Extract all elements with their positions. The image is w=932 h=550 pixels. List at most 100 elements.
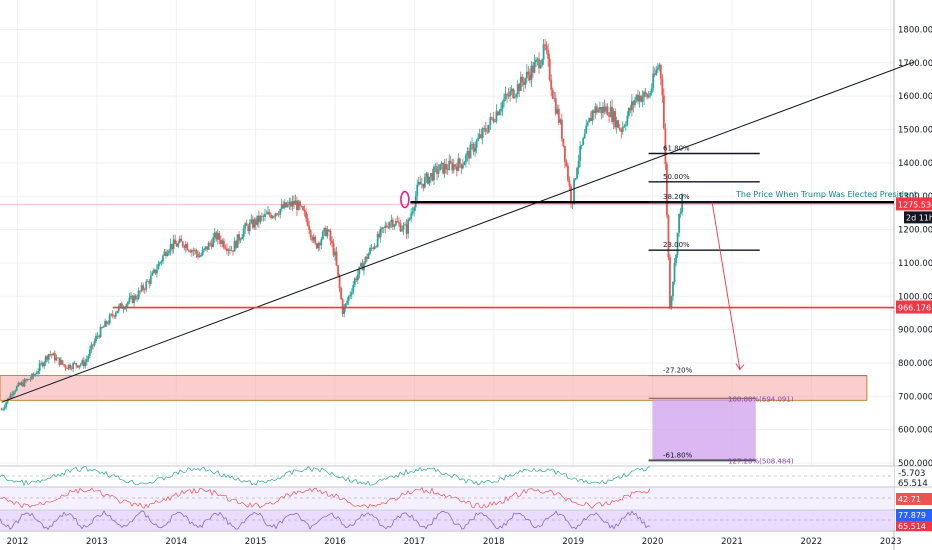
candle-body (595, 106, 598, 113)
candle-body (670, 296, 673, 309)
candle-body (481, 128, 484, 138)
election-marker[interactable] (400, 190, 410, 209)
price-tick-label: 1100.000 (898, 259, 932, 269)
candle-body (471, 143, 473, 145)
candle-body (667, 215, 670, 258)
candle-body (190, 250, 193, 253)
candle-body (410, 213, 413, 219)
demand-zone (0, 375, 868, 461)
candle-body (305, 211, 307, 219)
candle-body (137, 290, 140, 299)
candle-body (31, 373, 33, 379)
candle-body (282, 204, 285, 208)
support-price-badge (896, 300, 932, 314)
candle-body (149, 275, 152, 284)
candle-body (675, 254, 677, 264)
candle-body (178, 238, 181, 243)
price-tick-label: 1300.000 (898, 192, 932, 202)
candle-body (535, 59, 537, 63)
election-annotation: The Price When Trump Was Elected Preside… (735, 190, 917, 199)
candle-body (166, 253, 169, 257)
candle-body (247, 225, 250, 232)
candle-body (510, 88, 513, 92)
candle-body (580, 144, 583, 147)
candle-body (652, 73, 655, 88)
candle-body (49, 354, 52, 355)
candle-body (315, 243, 318, 249)
candle-body (224, 247, 227, 249)
candle-body (152, 269, 155, 273)
candle-body (634, 99, 636, 106)
candle-body (87, 355, 90, 360)
fib-level-label: 38.20% (663, 193, 690, 201)
candle-body (239, 239, 242, 241)
price-axis[interactable]: 1800.000 1700.000 1600.000 1500.000 1400.000… (896, 25, 932, 531)
candle-body (57, 357, 59, 359)
price-tick-label: 600.000 (898, 426, 932, 436)
indicator-line (0, 487, 651, 509)
candle-body (528, 74, 531, 81)
candle-body (672, 281, 674, 297)
drawing-tools[interactable]: The Price When Trump Was Elected Preside… (0, 61, 917, 466)
candle-body (232, 250, 234, 252)
candle-body (146, 281, 149, 282)
candle-body (119, 303, 122, 306)
stoch-badge-2 (896, 521, 932, 531)
candle-body (204, 246, 207, 249)
candle-body (493, 121, 496, 123)
candle-body (391, 219, 394, 227)
candle-body (591, 110, 594, 122)
candle-body (9, 393, 12, 399)
candle-body (206, 246, 209, 250)
candle-body (582, 138, 585, 145)
fib-level-label: 127.20%(508.484) (728, 457, 794, 465)
candle-body (518, 84, 521, 91)
candle-body (241, 236, 244, 240)
candle-body (478, 134, 481, 139)
time-axis[interactable]: 2012 2013 2014 2015 2016 2017 2018 2019 2020 2021… (7, 537, 902, 547)
candle-body (586, 122, 589, 126)
candle-body (279, 209, 282, 215)
candle-body (641, 97, 644, 102)
candle-body (210, 243, 213, 247)
candle-body (608, 115, 610, 117)
supply-demand-zone-rect[interactable] (0, 375, 868, 401)
candle-body (530, 65, 533, 81)
candle-body (186, 243, 189, 251)
candlestick-series (0, 38, 684, 412)
candle-body (379, 228, 382, 238)
candle-body (612, 111, 615, 122)
candle-body (605, 106, 607, 112)
candle-body (297, 201, 300, 211)
candle-body (487, 124, 490, 133)
candle-body (131, 295, 134, 303)
candle-body (630, 101, 633, 111)
current-price-badge (896, 197, 932, 211)
candle-body (644, 91, 647, 94)
price-tick-label: 1000.000 (898, 292, 932, 302)
candle-body (573, 179, 575, 202)
candle-body (539, 65, 542, 69)
candle-body (212, 237, 215, 247)
candle-body (454, 164, 457, 167)
candle-body (37, 370, 40, 374)
candle-body (283, 202, 286, 208)
candle-body (486, 131, 489, 133)
candle-body (85, 359, 88, 363)
candle-body (259, 216, 262, 223)
candle-body (218, 233, 221, 241)
candle-body (673, 263, 676, 282)
candle-body (490, 117, 493, 119)
projection-arrow[interactable] (711, 202, 741, 370)
candle-body (76, 365, 79, 368)
candle-body (588, 118, 591, 123)
target-box[interactable] (652, 398, 756, 461)
candle-body (507, 95, 510, 97)
candle-body (515, 94, 518, 97)
candle-body (480, 134, 483, 138)
candle-body (40, 362, 43, 364)
candle-body (426, 173, 429, 184)
candle-body (257, 215, 260, 223)
trendline[interactable] (1, 61, 915, 403)
